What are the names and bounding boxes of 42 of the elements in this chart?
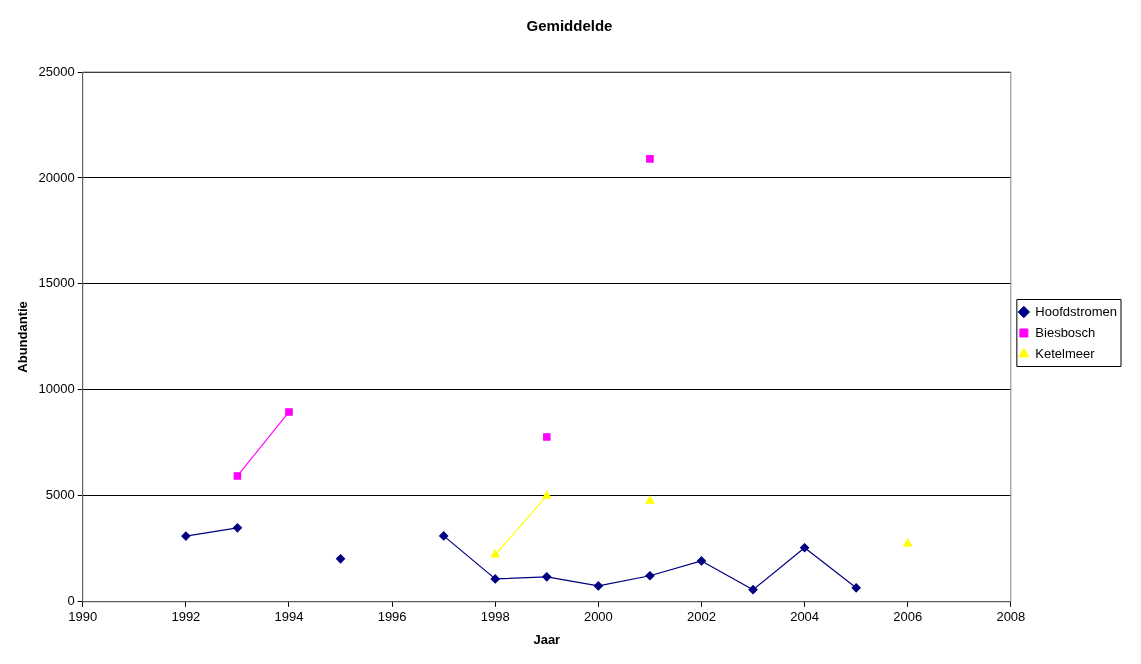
legend-label: Hoofdstromen	[1035, 303, 1118, 319]
x-tick-label: 2004	[790, 609, 820, 625]
point	[748, 585, 758, 595]
x-tick-label: 1992	[171, 609, 201, 625]
x-tick-label: 1990	[68, 609, 98, 625]
point	[285, 408, 293, 416]
point	[800, 543, 810, 553]
point	[646, 155, 654, 163]
point	[543, 433, 551, 441]
x-axis-title: Jaar	[533, 631, 561, 647]
point	[439, 531, 449, 541]
point	[490, 574, 500, 584]
legend-label: Biesbosch	[1035, 324, 1096, 340]
point	[335, 554, 346, 564]
y-tick-label: 10000	[38, 381, 75, 397]
x-tick-label: 2000	[583, 609, 613, 625]
x-tick-label: 2006	[893, 609, 923, 625]
point	[233, 472, 242, 480]
point	[181, 531, 191, 541]
y-tick-label: 25000	[38, 63, 75, 79]
y-axis-title: Abundantie	[15, 301, 31, 373]
chart-title: Gemiddelde	[526, 17, 613, 35]
point	[542, 572, 552, 582]
point	[851, 583, 861, 593]
point	[593, 581, 603, 591]
legend-label: Ketelmeer	[1035, 345, 1096, 361]
point	[903, 538, 913, 547]
x-tick-label: 1996	[377, 609, 407, 625]
point	[645, 571, 655, 581]
x-tick-label: 1998	[480, 609, 510, 625]
point	[232, 523, 243, 533]
point	[645, 495, 655, 504]
point	[490, 549, 500, 558]
y-tick-label: 20000	[38, 169, 75, 185]
y-tick-label: 5000	[45, 487, 75, 503]
x-tick-label: 2008	[996, 609, 1026, 625]
y-tick-label: 15000	[38, 275, 75, 291]
point	[542, 490, 552, 499]
x-tick-label: 1994	[274, 609, 304, 625]
x-tick-label: 2002	[687, 609, 716, 625]
y-tick-label: 0	[67, 593, 75, 609]
point	[696, 556, 707, 566]
